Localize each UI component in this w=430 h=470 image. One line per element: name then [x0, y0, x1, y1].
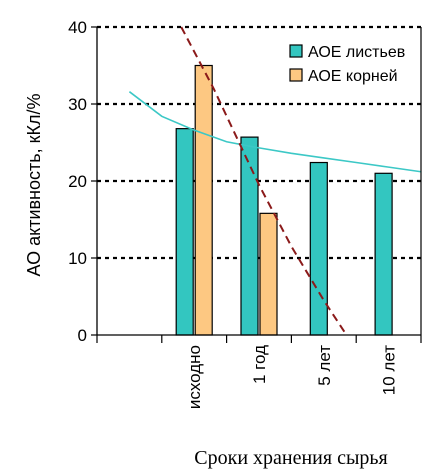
x-tick-label: 1 год: [250, 345, 269, 384]
bar: [259, 212, 278, 336]
y-tick-label: 0: [78, 326, 87, 345]
axes: [96, 25, 422, 336]
y-axis-label: АО активность, кКл/%: [24, 93, 44, 276]
x-axis-label: Сроки хранения сырья: [194, 447, 387, 469]
trendline: [128, 91, 422, 173]
x-tick-label: 10 лет: [380, 345, 399, 395]
legend-swatch: [289, 68, 303, 82]
bar: [309, 161, 328, 336]
x-tick-label: 5 лет: [315, 345, 334, 386]
trendlines: [128, 26, 422, 336]
y-tick-label: 10: [68, 249, 87, 268]
y-tick-label: 20: [68, 172, 87, 191]
bars: [175, 64, 393, 336]
y-ticks: 0 10 20 30 40: [68, 18, 97, 345]
bar: [175, 128, 194, 336]
legend-label: АОЕ корней: [308, 68, 398, 85]
trendline: [180, 26, 348, 336]
x-ticks: исходно 1 год 5 лет 10 лет: [96, 335, 422, 409]
legend-label: АОЕ листьев: [308, 44, 405, 61]
y-tick-label: 40: [68, 18, 87, 37]
bar: [194, 64, 213, 336]
grid: [97, 102, 421, 260]
x-tick-label: исходно: [185, 345, 204, 409]
bar: [374, 172, 393, 336]
y-tick-label: 30: [68, 95, 87, 114]
legend: АОЕ листьев АОЕ корней: [289, 44, 405, 85]
bar: [240, 136, 259, 336]
legend-swatch: [289, 44, 303, 58]
